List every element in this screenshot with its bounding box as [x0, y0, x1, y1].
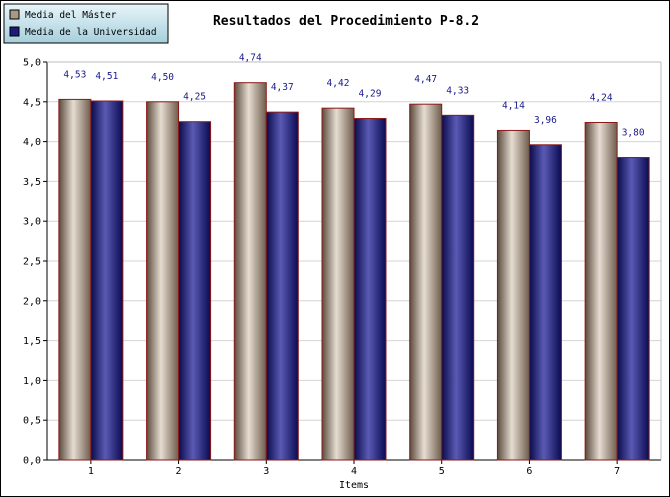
y-tick-label: 4,5: [23, 97, 41, 108]
bar-media-universidad: [178, 121, 212, 461]
y-tick-label: 1,0: [23, 376, 41, 387]
data-labels: 4,53 4,51 4,50 4,25 4,74 4,37 4,42 4,29 4,47 4,33…: [63, 53, 644, 139]
y-tick-label: 5,0: [23, 58, 41, 69]
bar-media-universidad: [441, 114, 475, 461]
data-label-universidad: 4,29: [359, 89, 382, 100]
bar-media-master: [58, 98, 92, 461]
x-tick-label: 3: [263, 466, 269, 477]
data-label-universidad: 4,37: [271, 82, 294, 93]
bar-media-master: [321, 107, 355, 461]
legend-label-master: Media del Máster: [25, 10, 117, 21]
bar-media-universidad: [265, 111, 299, 461]
x-tick-label: 1: [88, 466, 94, 477]
data-label-universidad: 3,96: [534, 115, 557, 126]
legend-label-universidad: Media de la Universidad: [25, 27, 157, 38]
data-label-master: 4,42: [327, 78, 350, 89]
data-label-master: 4,47: [414, 74, 437, 85]
bar-media-master: [584, 121, 618, 461]
x-tick-label: 7: [614, 466, 620, 477]
data-label-master: 4,24: [590, 92, 613, 103]
bar-media-universidad: [353, 118, 387, 461]
x-axis-label: Items: [339, 480, 369, 491]
y-tick-label: 1,5: [23, 336, 41, 347]
bar-media-master: [146, 101, 180, 461]
data-label-universidad: 4,51: [95, 71, 118, 82]
legend-swatch-master: [9, 9, 20, 20]
y-tick-label: 0,0: [23, 456, 41, 467]
y-tick-label: 0,5: [23, 416, 41, 427]
data-label-universidad: 4,33: [446, 85, 469, 96]
x-tick-label: 4: [351, 466, 357, 477]
y-tick-label: 2,5: [23, 257, 41, 268]
y-tick-label: 3,0: [23, 217, 41, 228]
bars: [58, 82, 650, 461]
data-label-master: 4,14: [502, 100, 525, 111]
data-label-universidad: 4,25: [183, 92, 206, 103]
x-tick-label: 6: [526, 466, 532, 477]
bar-media-universidad: [616, 157, 650, 461]
legend-swatch-universidad: [9, 26, 20, 37]
data-label-master: 4,74: [239, 53, 262, 64]
x-tick-label: 2: [176, 466, 182, 477]
data-label-master: 4,53: [63, 69, 86, 80]
legend-box: [3, 3, 169, 44]
bar-media-universidad: [90, 100, 124, 461]
bar-media-universidad: [528, 144, 562, 461]
y-tick-label: 4,0: [23, 137, 41, 148]
x-tick-label: 5: [439, 466, 445, 477]
data-label-universidad: 3,80: [622, 128, 645, 139]
chart-title: Resultados del Procedimiento P-8.2: [213, 14, 479, 29]
data-label-master: 4,50: [151, 72, 174, 83]
y-tick-label: 2,0: [23, 296, 41, 307]
bar-media-master: [496, 129, 530, 461]
bar-media-master: [409, 103, 443, 461]
bar-media-master: [233, 82, 267, 461]
legend: Media del Máster Media de la Universidad: [3, 3, 169, 44]
y-tick-label: 3,5: [23, 177, 41, 188]
